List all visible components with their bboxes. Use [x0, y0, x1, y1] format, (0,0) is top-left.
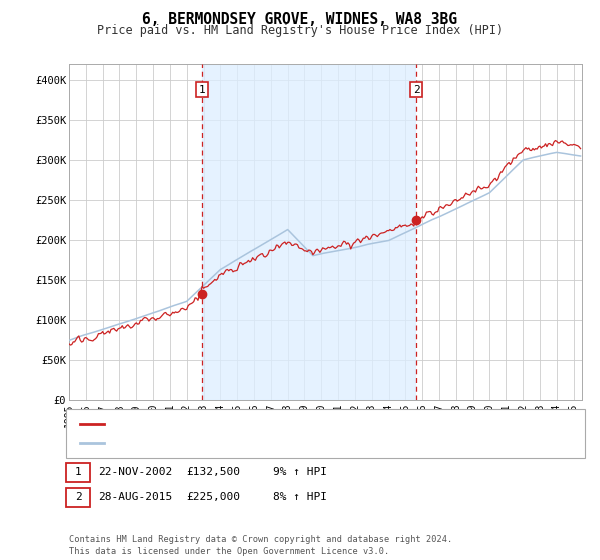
Text: 28-AUG-2015: 28-AUG-2015	[98, 492, 172, 502]
Text: 9% ↑ HPI: 9% ↑ HPI	[273, 467, 327, 477]
Text: £132,500: £132,500	[186, 467, 240, 477]
Text: 1: 1	[199, 85, 205, 95]
Text: 2: 2	[413, 85, 420, 95]
Text: 2: 2	[74, 492, 82, 502]
Text: 22-NOV-2002: 22-NOV-2002	[98, 467, 172, 477]
Text: £225,000: £225,000	[186, 492, 240, 502]
Text: Price paid vs. HM Land Registry's House Price Index (HPI): Price paid vs. HM Land Registry's House …	[97, 24, 503, 37]
Text: Contains HM Land Registry data © Crown copyright and database right 2024.
This d: Contains HM Land Registry data © Crown c…	[69, 535, 452, 556]
Text: 1: 1	[74, 467, 82, 477]
Text: 6, BERMONDSEY GROVE, WIDNES, WA8 3BG: 6, BERMONDSEY GROVE, WIDNES, WA8 3BG	[143, 12, 458, 27]
Text: HPI: Average price, detached house, Halton: HPI: Average price, detached house, Halt…	[108, 438, 360, 448]
Text: 8% ↑ HPI: 8% ↑ HPI	[273, 492, 327, 502]
Text: 6, BERMONDSEY GROVE, WIDNES, WA8 3BG (detached house): 6, BERMONDSEY GROVE, WIDNES, WA8 3BG (de…	[108, 419, 426, 428]
